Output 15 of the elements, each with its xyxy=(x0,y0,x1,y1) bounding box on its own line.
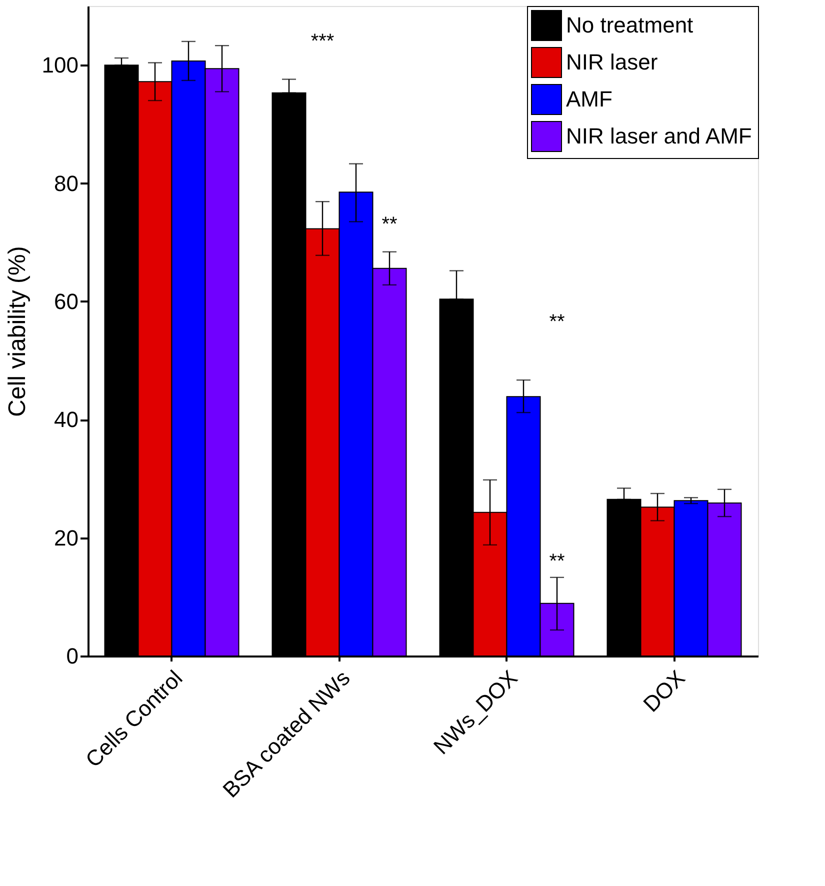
y-axis-title: Cell viability (%) xyxy=(4,246,31,417)
y-tick-label: 0 xyxy=(66,644,78,668)
annotation: ** xyxy=(549,550,565,572)
annotation: ** xyxy=(549,311,565,334)
legend-label: No treatment xyxy=(566,12,694,38)
y-tick-label: 20 xyxy=(54,525,78,550)
annotation: ** xyxy=(382,214,398,236)
legend-label: NIR laser xyxy=(566,50,658,74)
legend-label: AMF xyxy=(566,86,612,112)
y-tick-label: 60 xyxy=(54,288,78,314)
y-tick-label: 80 xyxy=(54,170,78,196)
y-tick-label: 40 xyxy=(54,407,78,432)
legend-label: NIR laser and AMF xyxy=(566,124,752,148)
annotation: *** xyxy=(310,30,334,52)
y-tick-label: 100 xyxy=(42,52,78,78)
